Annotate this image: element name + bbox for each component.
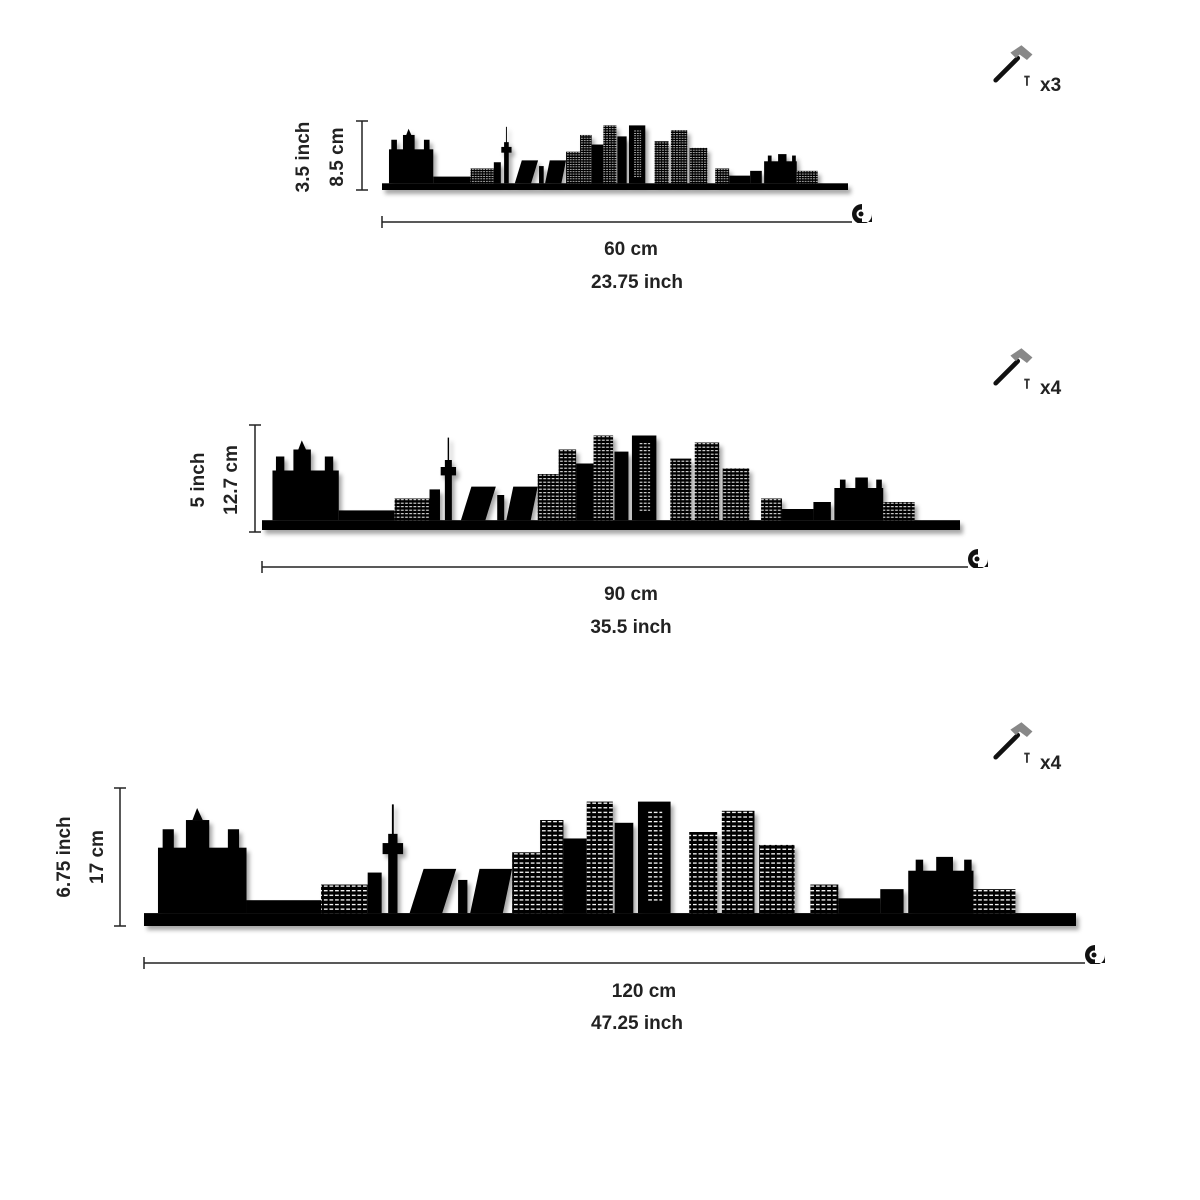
size-small: x3 3.5 inch 8.5 cm 60 cm 23.75 inch xyxy=(293,45,1061,293)
height-cm: 8.5 cm xyxy=(327,127,348,186)
nail-count: x4 xyxy=(1040,378,1062,399)
hammer-icon xyxy=(996,348,1033,388)
width-cm: 90 cm xyxy=(604,584,658,605)
height-cm: 17 cm xyxy=(87,830,108,884)
width-inch: 23.75 inch xyxy=(591,272,683,293)
nail-count: x3 xyxy=(1040,75,1061,96)
width-inch: 35.5 inch xyxy=(590,617,671,638)
height-inch: 5 inch xyxy=(188,453,209,508)
nail-count: x4 xyxy=(1040,753,1062,774)
tape-icon xyxy=(852,204,872,223)
size-large: x4 6.75 inch 17 cm 120 cm 47.25 inch xyxy=(54,722,1105,1034)
height-cm: 12.7 cm xyxy=(221,445,242,515)
skyline xyxy=(262,435,960,530)
skyline xyxy=(144,801,1076,926)
hammer-icon xyxy=(996,45,1033,85)
width-inch: 47.25 inch xyxy=(591,1013,683,1034)
size-medium: x4 5 inch 12.7 cm 90 cm 35.5 inch xyxy=(188,348,1062,638)
height-inch: 3.5 inch xyxy=(293,122,314,193)
width-cm: 60 cm xyxy=(604,239,658,260)
hammer-icon xyxy=(996,722,1033,762)
skyline xyxy=(382,125,848,190)
height-inch: 6.75 inch xyxy=(54,816,75,897)
tape-icon xyxy=(1085,945,1105,964)
width-cm: 120 cm xyxy=(612,981,676,1002)
tape-icon xyxy=(968,549,988,568)
